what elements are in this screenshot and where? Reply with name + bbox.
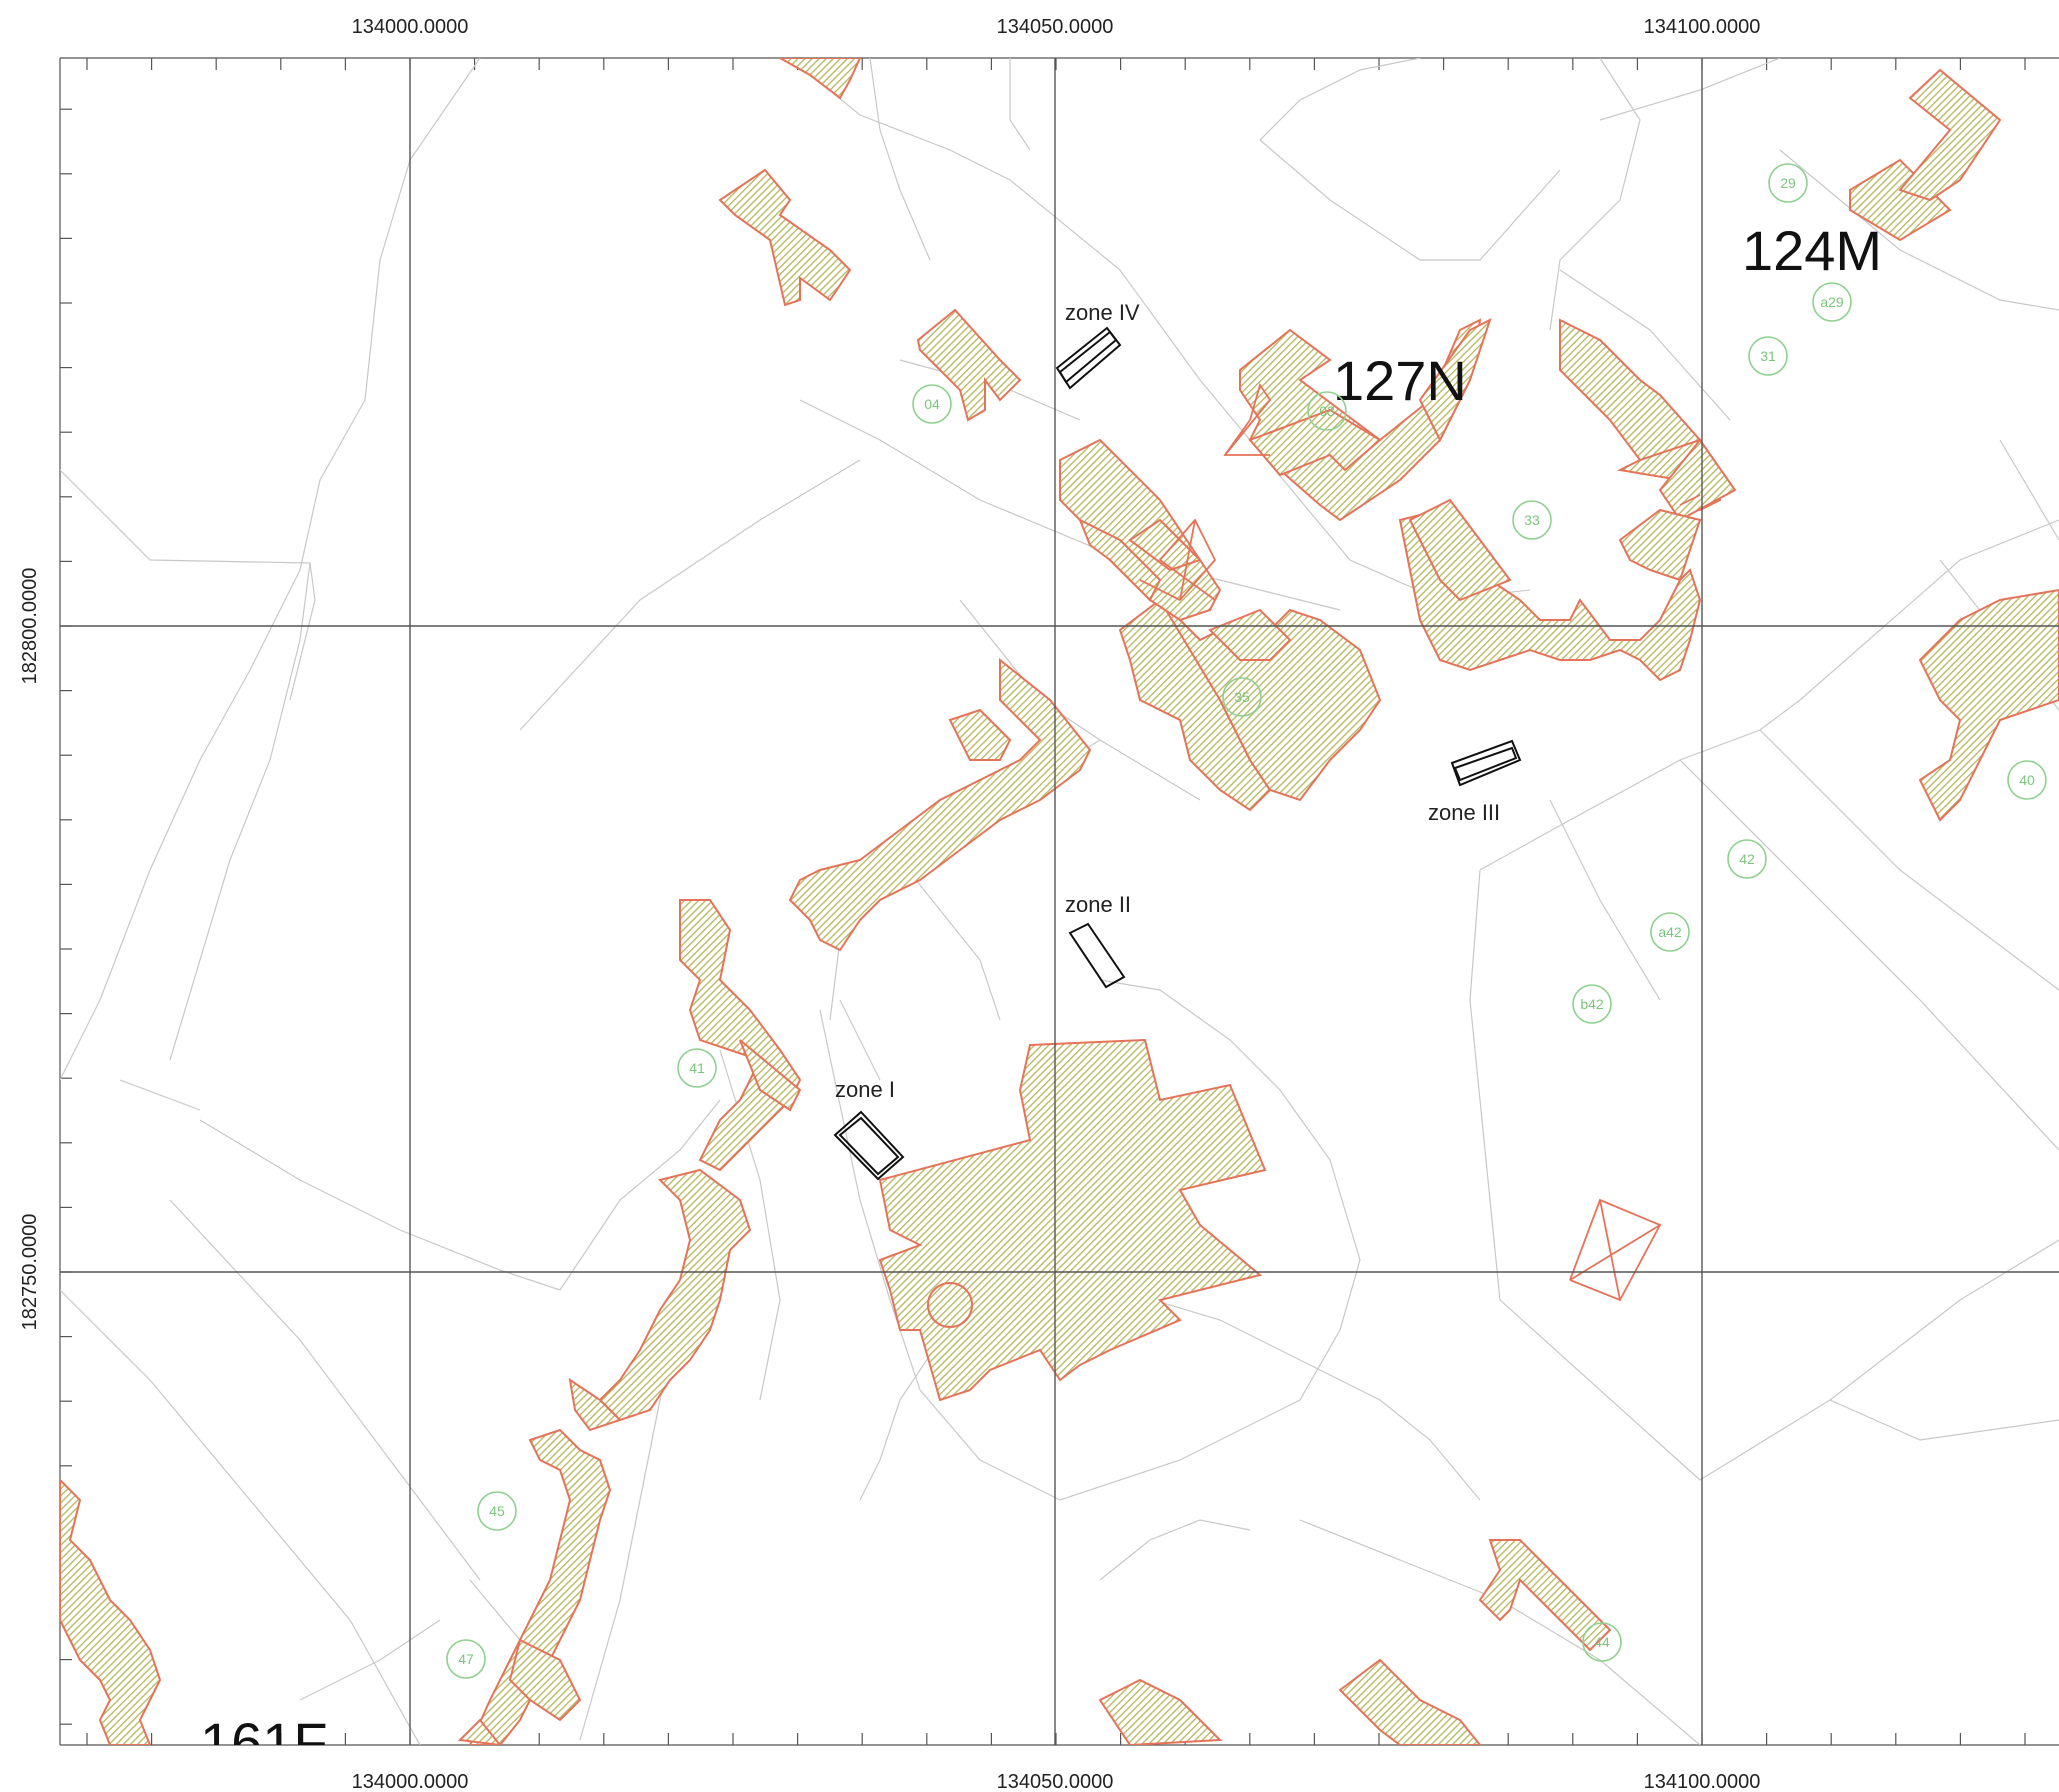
sheet-label: 127N: [1333, 349, 1467, 412]
buildings: [60, 58, 2059, 1745]
svg-text:31: 31: [1760, 348, 1776, 364]
building: [718, 168, 852, 307]
building: [568, 1377, 622, 1432]
svg-text:03: 03: [1319, 403, 1335, 419]
house-number: 45: [477, 1491, 517, 1531]
building: [1618, 508, 1702, 582]
house-number: 03: [1307, 391, 1347, 431]
svg-text:40: 40: [2019, 772, 2035, 788]
building: [457, 1718, 502, 1745]
building: [788, 657, 1092, 952]
church-building: [878, 1038, 1267, 1402]
house-number: 42: [1727, 839, 1767, 879]
frame-ticks: [60, 58, 2026, 1745]
zone-boxes: [833, 326, 1522, 1181]
zone-ii-box: [1068, 922, 1126, 989]
building: [1408, 498, 1512, 602]
cross-marks: [1139, 382, 1701, 1302]
house-number: a42: [1650, 912, 1690, 952]
svg-text:04: 04: [924, 396, 940, 412]
x-coordinate-label-bottom: 134050.0000: [997, 1771, 1114, 1792]
building: [508, 1638, 582, 1722]
building: [598, 1168, 752, 1422]
zone-label: zone II: [1065, 892, 1131, 917]
building: [948, 708, 1012, 761]
building: [1478, 1539, 1612, 1652]
zone-label: zone III: [1428, 800, 1500, 825]
x-coordinate-label-top: 134100.0000: [1644, 16, 1761, 38]
svg-text:b42: b42: [1580, 996, 1604, 1012]
house-number: 35: [1222, 677, 1262, 717]
parcel-boundaries: [60, 58, 2059, 1745]
building: [1398, 508, 1702, 682]
house-number: 04: [912, 384, 952, 424]
building: [1918, 588, 2059, 822]
zone-iii-box: [1450, 739, 1522, 787]
zone-i-box: [833, 1110, 905, 1181]
house-number: 41: [677, 1048, 717, 1088]
building: [60, 1478, 162, 1745]
building: [1898, 68, 2002, 202]
coordinate-grid: [60, 58, 2059, 1745]
building: [1208, 608, 1292, 661]
zone-label: zone IV: [1065, 300, 1140, 325]
svg-text:33: 33: [1524, 512, 1540, 528]
map-frame: [59, 57, 2059, 1746]
building: [1338, 1658, 1482, 1745]
x-coordinate-label-bottom: 134100.0000: [1644, 1771, 1761, 1792]
house-number: 47: [446, 1639, 486, 1679]
building: [468, 1428, 612, 1745]
x-coordinate-label-bottom: 134000.0000: [352, 1771, 469, 1792]
house-number: a29: [1812, 282, 1852, 322]
building: [739, 1039, 802, 1112]
svg-text:41: 41: [689, 1060, 705, 1076]
house-number: 40: [2007, 760, 2047, 800]
y-coordinate-label: 182800.0000: [19, 568, 41, 685]
sheet-label: 124M: [1742, 219, 1882, 282]
svg-text:29: 29: [1780, 175, 1796, 191]
building: [1098, 1678, 1223, 1745]
building: [1128, 518, 1202, 572]
sheet-label: 161F: [200, 1711, 328, 1774]
svg-text:45: 45: [489, 1503, 505, 1519]
x-coordinate-label-top: 134050.0000: [997, 16, 1114, 38]
x-coordinate-label-top: 134000.0000: [352, 16, 469, 38]
house-number: 33: [1512, 500, 1552, 540]
building: [1849, 158, 1952, 242]
house-number: 29: [1768, 163, 1808, 203]
y-coordinate-label: 182750.0000: [19, 1214, 41, 1331]
svg-text:47: 47: [458, 1651, 474, 1667]
svg-text:42: 42: [1739, 851, 1755, 867]
svg-text:a29: a29: [1820, 294, 1844, 310]
house-number: b42: [1572, 984, 1612, 1024]
svg-text:a42: a42: [1658, 924, 1682, 940]
building: [777, 58, 862, 100]
house-number: 31: [1748, 336, 1788, 376]
svg-text:44: 44: [1594, 1634, 1610, 1650]
building: [1418, 318, 1492, 443]
zone-label: zone I: [835, 1077, 895, 1102]
building: [916, 308, 1022, 422]
zone-iv-box: [1055, 326, 1122, 390]
building: [1248, 408, 1382, 477]
house-number: 44: [1582, 1622, 1622, 1662]
svg-text:35: 35: [1234, 689, 1250, 705]
building: [679, 899, 802, 1172]
